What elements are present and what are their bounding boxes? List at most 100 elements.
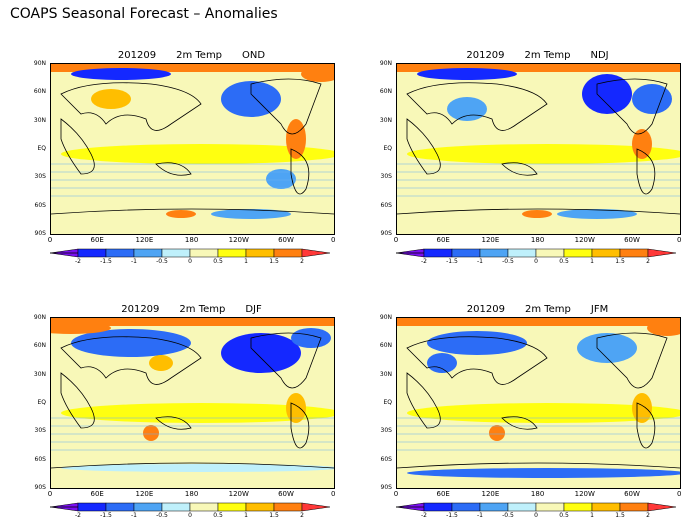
colorbar-segment (647, 248, 677, 258)
y-tick-label: 60N (379, 342, 392, 350)
x-tick-label: 180 (530, 490, 545, 498)
panel-title: 201209 2m Temp DJF (50, 304, 333, 315)
colorbar-label: -1.5 (100, 258, 112, 265)
x-tick-label: 0 (330, 236, 336, 244)
colorbar-segment (395, 248, 425, 258)
panel-date: 201209 (121, 304, 160, 315)
colorbar-label: 2 (300, 512, 304, 519)
arctic-band (51, 64, 334, 72)
coastline (51, 78, 334, 215)
colorbar-label: 1.5 (269, 512, 279, 519)
colorbar-segment (619, 248, 649, 258)
y-tick-label: 90S (380, 483, 392, 491)
x-tick-label: 180 (184, 490, 199, 498)
colorbar-segment (451, 248, 481, 258)
anomaly-region (407, 144, 680, 164)
y-tick-label: EQ (37, 144, 46, 152)
colorbar-segment (273, 502, 303, 512)
colorbar-label: 1.5 (615, 512, 625, 519)
anomaly-region (221, 333, 301, 373)
anomaly-region (266, 169, 296, 189)
anomaly-region (166, 210, 196, 218)
anomaly-region (557, 209, 637, 219)
anomaly-region (149, 355, 173, 371)
y-tick-label: 30N (33, 370, 46, 378)
colorbar-label: -1.5 (446, 512, 458, 519)
colorbar-label: 0 (188, 258, 192, 265)
colorbar-segment (133, 248, 163, 258)
colorbar-segment (189, 502, 219, 512)
x-tick-label: 120W (228, 236, 249, 244)
x-tick-label: 0 (676, 236, 682, 244)
colorbar-segment (245, 248, 275, 258)
anomaly-map (396, 63, 681, 235)
colorbar-label: 2 (646, 258, 650, 265)
panel-season: JFM (590, 304, 609, 315)
anomaly-region (632, 393, 652, 423)
colorbar-segment (105, 502, 135, 512)
colorbar (49, 502, 331, 512)
colorbar-label: -1.5 (100, 512, 112, 519)
colorbar-label: -0.5 (502, 258, 514, 265)
x-tick-label: 0 (47, 490, 53, 498)
colorbar (395, 502, 677, 512)
x-tick-label: 120W (228, 490, 249, 498)
colorbar-segment (563, 502, 593, 512)
y-tick-label: 90N (379, 60, 392, 67)
colorbar-segment (451, 502, 481, 512)
panel-title: 201209 2m Temp OND (50, 50, 333, 61)
y-tick-label: 90N (33, 60, 46, 67)
colorbar-label: -2 (421, 512, 427, 519)
colorbar-segment (591, 248, 621, 258)
coastline (397, 78, 680, 215)
colorbar-label: -2 (75, 258, 81, 265)
colorbar-label: 2 (646, 512, 650, 519)
arctic-band (51, 318, 334, 326)
coastline (397, 332, 680, 469)
x-tick-label: 120E (135, 236, 154, 244)
x-tick-label: 0 (47, 236, 53, 244)
coastline (51, 332, 334, 469)
anomaly-region (427, 353, 457, 373)
x-tick-label: 60W (278, 490, 294, 498)
y-tick-label: 60S (34, 455, 46, 463)
x-tick-label: 60W (278, 236, 294, 244)
y-tick-label: 90N (379, 314, 392, 321)
y-tick-label: 90N (33, 314, 46, 321)
colorbar-label: 0.5 (213, 512, 223, 519)
x-tick-label: 0 (676, 490, 682, 498)
panel-date: 201209 (117, 50, 157, 61)
y-tick-label: 30S (380, 427, 392, 435)
colorbar-segment (245, 502, 275, 512)
colorbar-segment (395, 502, 425, 512)
colorbar-segment (273, 248, 303, 258)
colorbar-segment (49, 502, 79, 512)
arctic-band (397, 64, 680, 72)
x-tick-label: 60E (90, 490, 104, 498)
y-tick-label: 30S (380, 173, 392, 181)
x-tick-label: 60E (436, 236, 450, 244)
colorbar-segment (647, 502, 677, 512)
y-tick-label: 30S (34, 427, 46, 435)
panel-season: OND (242, 50, 266, 61)
x-tick-label: 120E (135, 490, 154, 498)
colorbar-label: -1.5 (446, 258, 458, 265)
y-tick-label: 90S (34, 229, 46, 237)
anomaly-region (407, 468, 680, 478)
anomaly-region (91, 89, 131, 109)
colorbar-segment (217, 248, 247, 258)
colorbar-label: -1 (131, 258, 137, 265)
y-tick-label: 60S (380, 455, 392, 463)
x-tick-label: 60W (624, 236, 640, 244)
x-tick-label: 0 (393, 236, 399, 244)
y-tick-label: 30N (379, 116, 392, 124)
x-tick-label: 60W (624, 490, 640, 498)
colorbar-label: 1 (244, 258, 248, 265)
x-tick-label: 180 (530, 236, 545, 244)
x-tick-label: 0 (330, 490, 336, 498)
anomaly-region (417, 68, 517, 80)
colorbar-label: 1 (590, 512, 594, 519)
panel-date: 201209 (466, 304, 505, 315)
colorbar-segment (591, 502, 621, 512)
colorbar-segment (423, 248, 453, 258)
